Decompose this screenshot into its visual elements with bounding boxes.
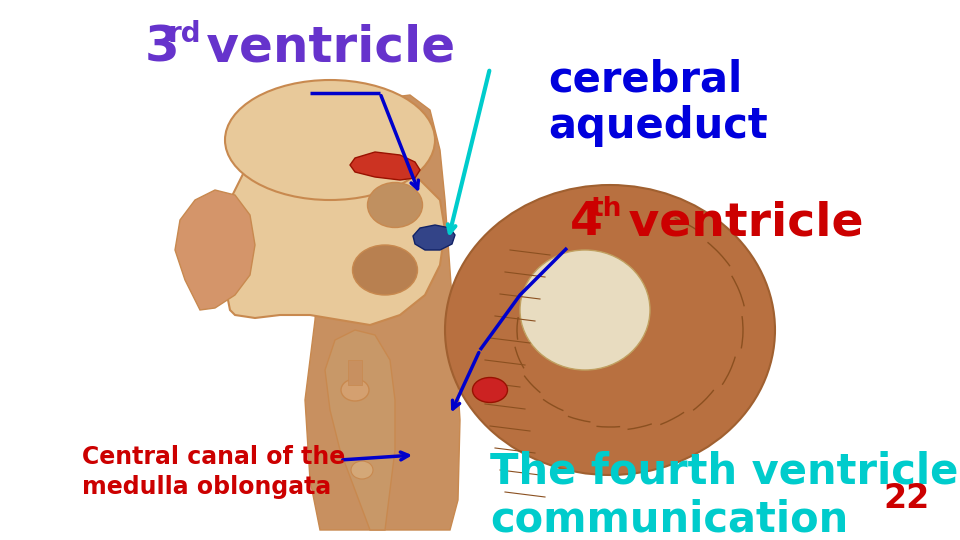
Text: 22: 22: [884, 482, 930, 515]
Ellipse shape: [341, 379, 369, 401]
Text: Central canal of the
medulla oblongata: Central canal of the medulla oblongata: [82, 445, 346, 499]
PathPatch shape: [305, 95, 460, 530]
Ellipse shape: [520, 250, 650, 370]
PathPatch shape: [413, 225, 455, 250]
Text: The fourth ventricle
communication: The fourth ventricle communication: [490, 450, 958, 540]
Text: 3: 3: [145, 24, 180, 72]
PathPatch shape: [350, 152, 420, 180]
Ellipse shape: [445, 185, 775, 475]
Ellipse shape: [472, 377, 508, 402]
Text: 4: 4: [570, 200, 603, 245]
PathPatch shape: [220, 135, 445, 325]
Ellipse shape: [368, 183, 422, 227]
Ellipse shape: [352, 245, 418, 295]
Bar: [348, 360, 362, 385]
PathPatch shape: [175, 190, 255, 310]
PathPatch shape: [325, 330, 395, 530]
Text: th: th: [591, 197, 622, 222]
Text: cerebral
aqueduct: cerebral aqueduct: [548, 58, 768, 147]
Ellipse shape: [225, 80, 435, 200]
Ellipse shape: [351, 461, 373, 479]
Text: ventricle: ventricle: [612, 200, 863, 245]
Text: rd: rd: [167, 20, 201, 48]
Text: ventricle: ventricle: [189, 24, 455, 72]
